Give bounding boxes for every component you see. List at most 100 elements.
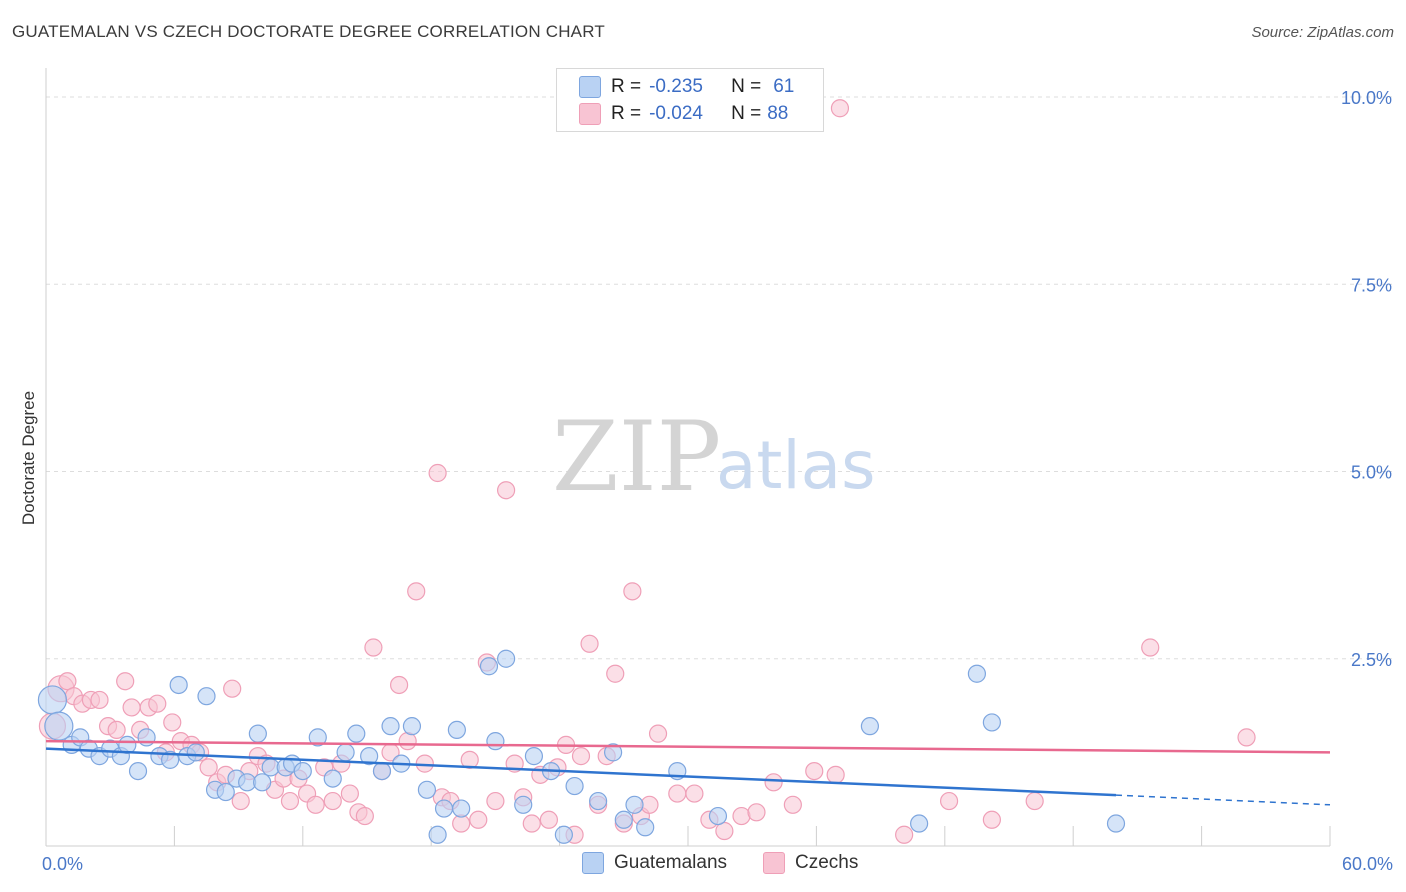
czech-point — [58, 672, 77, 691]
czech-point — [428, 463, 447, 483]
trend-lines — [45, 739, 1331, 806]
guatemalan-point — [197, 687, 216, 706]
guatemalan-point — [565, 776, 584, 796]
y-axis-label: Doctorate Degree — [19, 391, 38, 525]
czech-point — [280, 791, 300, 811]
czech-point — [469, 810, 488, 829]
czech-point — [715, 821, 734, 841]
correlation-legend: R = -0.235 N = 61 R = -0.024 N = 88 — [556, 68, 824, 132]
guatemalan-trend-line — [45, 747, 1117, 797]
czech-point — [895, 825, 914, 844]
guatemalan-point — [514, 795, 533, 814]
legend-swatch-pink — [579, 103, 601, 125]
czech-point — [199, 758, 218, 777]
guatemalan-point — [1106, 814, 1126, 833]
guatemalan-point — [708, 806, 728, 826]
czech-point — [323, 791, 342, 811]
tick-labels: 2.5% 5.0% 7.5% 10.0% 0.0% 60.0% — [42, 88, 1393, 874]
guatemalan-point — [169, 675, 188, 695]
czech-point — [355, 806, 374, 826]
legend-row-guatemalans: R = -0.235 N = 61 — [579, 75, 794, 99]
y-tick-label: 5.0% — [1351, 463, 1392, 483]
guatemalan-point — [910, 814, 929, 833]
legend-r-label: R = — [611, 76, 642, 97]
source-label: Source: ZipAtlas.com — [1251, 24, 1394, 41]
czech-point — [90, 690, 109, 710]
guatemalan-point — [417, 780, 437, 799]
czech-point — [116, 672, 135, 691]
czech-point — [522, 814, 541, 833]
guatemalan-point — [323, 769, 342, 788]
guatemalan-point — [402, 717, 422, 736]
czech-point — [685, 784, 704, 803]
czech-trend-line — [45, 739, 1331, 754]
czech-point — [826, 765, 845, 784]
czech-point — [939, 791, 959, 811]
guatemalan-point — [434, 799, 454, 818]
y-tick-label: 7.5% — [1351, 275, 1392, 295]
guatemalan-point — [428, 825, 447, 844]
guatemalan-point — [589, 791, 608, 811]
czech-point — [648, 724, 668, 743]
guatemalan-point — [161, 750, 180, 769]
czech-point — [390, 675, 409, 695]
grid-lines — [46, 96, 1392, 660]
czech-point — [623, 582, 642, 601]
czech-point — [486, 791, 505, 811]
guatemalan-point — [293, 761, 312, 781]
guatemalan-point — [524, 747, 544, 766]
guatemalan-point — [137, 728, 156, 747]
guatemalan-point — [347, 724, 366, 743]
czech-point — [732, 806, 751, 826]
legend-n-label: N = — [731, 103, 762, 124]
czech-point — [539, 810, 559, 829]
czech-point — [223, 679, 242, 698]
czech-point — [1025, 791, 1044, 811]
guatemalan-point — [381, 717, 400, 736]
legend-r-label: R = — [611, 103, 642, 124]
legend-row-czechs: R = -0.024 N = 88 — [579, 102, 788, 126]
guatemalan-point — [452, 799, 471, 818]
czech-point — [407, 582, 426, 601]
guatemalan-point — [447, 720, 466, 740]
legend-label-guatemalans: Guatemalans — [614, 852, 728, 873]
czech-point — [148, 694, 167, 713]
czech-point — [747, 803, 766, 822]
czech-point — [830, 99, 850, 118]
czech-point — [580, 634, 599, 653]
czech-point — [163, 713, 182, 732]
czech-point — [1141, 638, 1160, 657]
czech-point — [306, 795, 325, 814]
guatemalan-point — [336, 743, 355, 762]
legend-n-value: 88 — [767, 103, 789, 124]
czech-point — [497, 481, 516, 500]
series-legend: Guatemalans Czechs — [0, 852, 1406, 878]
watermark-atlas: atlas — [716, 427, 876, 504]
czech-point — [805, 761, 824, 781]
guatemalan-point — [625, 795, 644, 814]
czech-point — [340, 784, 359, 803]
guatemalan-point — [554, 825, 573, 844]
legend-swatch-pink — [763, 852, 785, 874]
czech-point — [606, 664, 625, 683]
guatemalans-points — [37, 649, 1126, 844]
y-tick-label: 2.5% — [1351, 650, 1392, 670]
czech-point — [231, 791, 250, 811]
czech-point — [668, 784, 687, 803]
czech-point — [398, 732, 417, 751]
czech-point — [571, 747, 591, 766]
guatemalan-point — [372, 761, 392, 781]
guatemalan-point — [216, 782, 235, 802]
y-tick-label: 10.0% — [1341, 88, 1392, 108]
guatemalan-point — [44, 711, 74, 741]
guatemalan-point — [360, 747, 379, 766]
watermark-zip: ZIP — [552, 401, 721, 513]
legend-swatch-blue — [579, 76, 601, 98]
watermark: ZIP atlas — [552, 401, 876, 513]
czech-point — [1237, 728, 1256, 747]
guatemalan-point — [614, 810, 633, 829]
czech-point — [982, 810, 1001, 829]
guatemalan-point — [486, 732, 505, 751]
czech-point — [107, 720, 126, 740]
